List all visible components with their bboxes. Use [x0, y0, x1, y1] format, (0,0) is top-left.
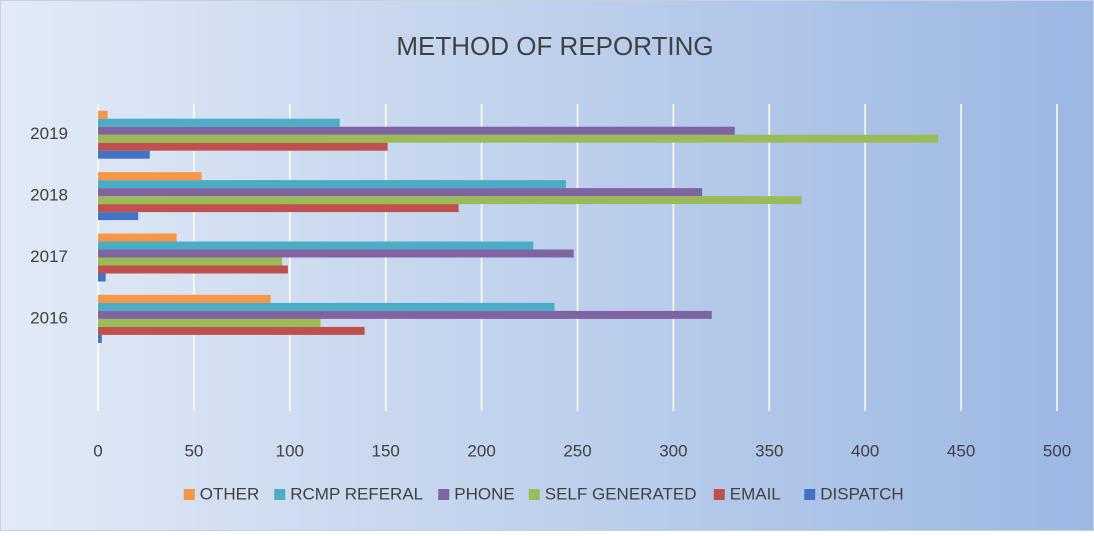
bar: [98, 126, 735, 135]
bar: [98, 204, 459, 213]
legend-label: DISPATCH: [820, 484, 903, 503]
bar: [98, 249, 574, 258]
x-tick-label: 200: [467, 441, 495, 460]
bar: [98, 265, 288, 274]
legend-swatch: [274, 489, 286, 500]
legend-label: SELF GENERATED: [545, 484, 697, 503]
bar: [98, 180, 566, 189]
x-tick-label: 100: [276, 441, 304, 460]
x-tick-label: 250: [563, 441, 591, 460]
y-tick-label: 2016: [30, 308, 68, 327]
x-tick-label: 0: [93, 441, 102, 460]
bar: [98, 257, 283, 266]
legend-label: OTHER: [200, 484, 260, 503]
bar: [98, 134, 939, 143]
legend-label: RCMP REFERAL: [290, 484, 423, 503]
bar: [98, 302, 555, 311]
bar: [98, 318, 321, 327]
x-tick-label: 450: [947, 441, 975, 460]
chart-title: METHOD OF REPORTING: [396, 31, 713, 61]
x-tick-label: 150: [372, 441, 400, 460]
legend-swatch: [438, 489, 450, 500]
x-tick-label: 300: [659, 441, 687, 460]
x-tick-label: 350: [755, 441, 783, 460]
x-tick-label: 500: [1043, 441, 1071, 460]
bar: [98, 188, 703, 197]
bar: [98, 326, 365, 335]
bar: [98, 118, 340, 127]
bar: [98, 142, 388, 151]
legend-swatch: [713, 489, 725, 500]
y-tick-label: 2017: [30, 247, 68, 266]
bar: [98, 310, 712, 319]
legend-swatch: [528, 489, 540, 500]
x-tick-label: 400: [851, 441, 879, 460]
legend-label: PHONE: [454, 484, 514, 503]
y-tick-label: 2018: [30, 186, 68, 205]
legend-label: EMAIL: [730, 484, 781, 503]
legend-swatch: [804, 489, 816, 500]
bar: [98, 273, 106, 282]
bar: [98, 334, 102, 343]
x-tick-label: 50: [184, 441, 203, 460]
bar: [98, 294, 271, 303]
bar: [98, 110, 108, 119]
bar: [98, 172, 202, 181]
y-tick-label: 2019: [30, 124, 68, 143]
bar: [98, 196, 802, 205]
bar: [98, 212, 139, 221]
bar: [98, 150, 150, 159]
bar: [98, 233, 177, 242]
bar: [98, 241, 534, 250]
legend-swatch: [183, 489, 195, 500]
